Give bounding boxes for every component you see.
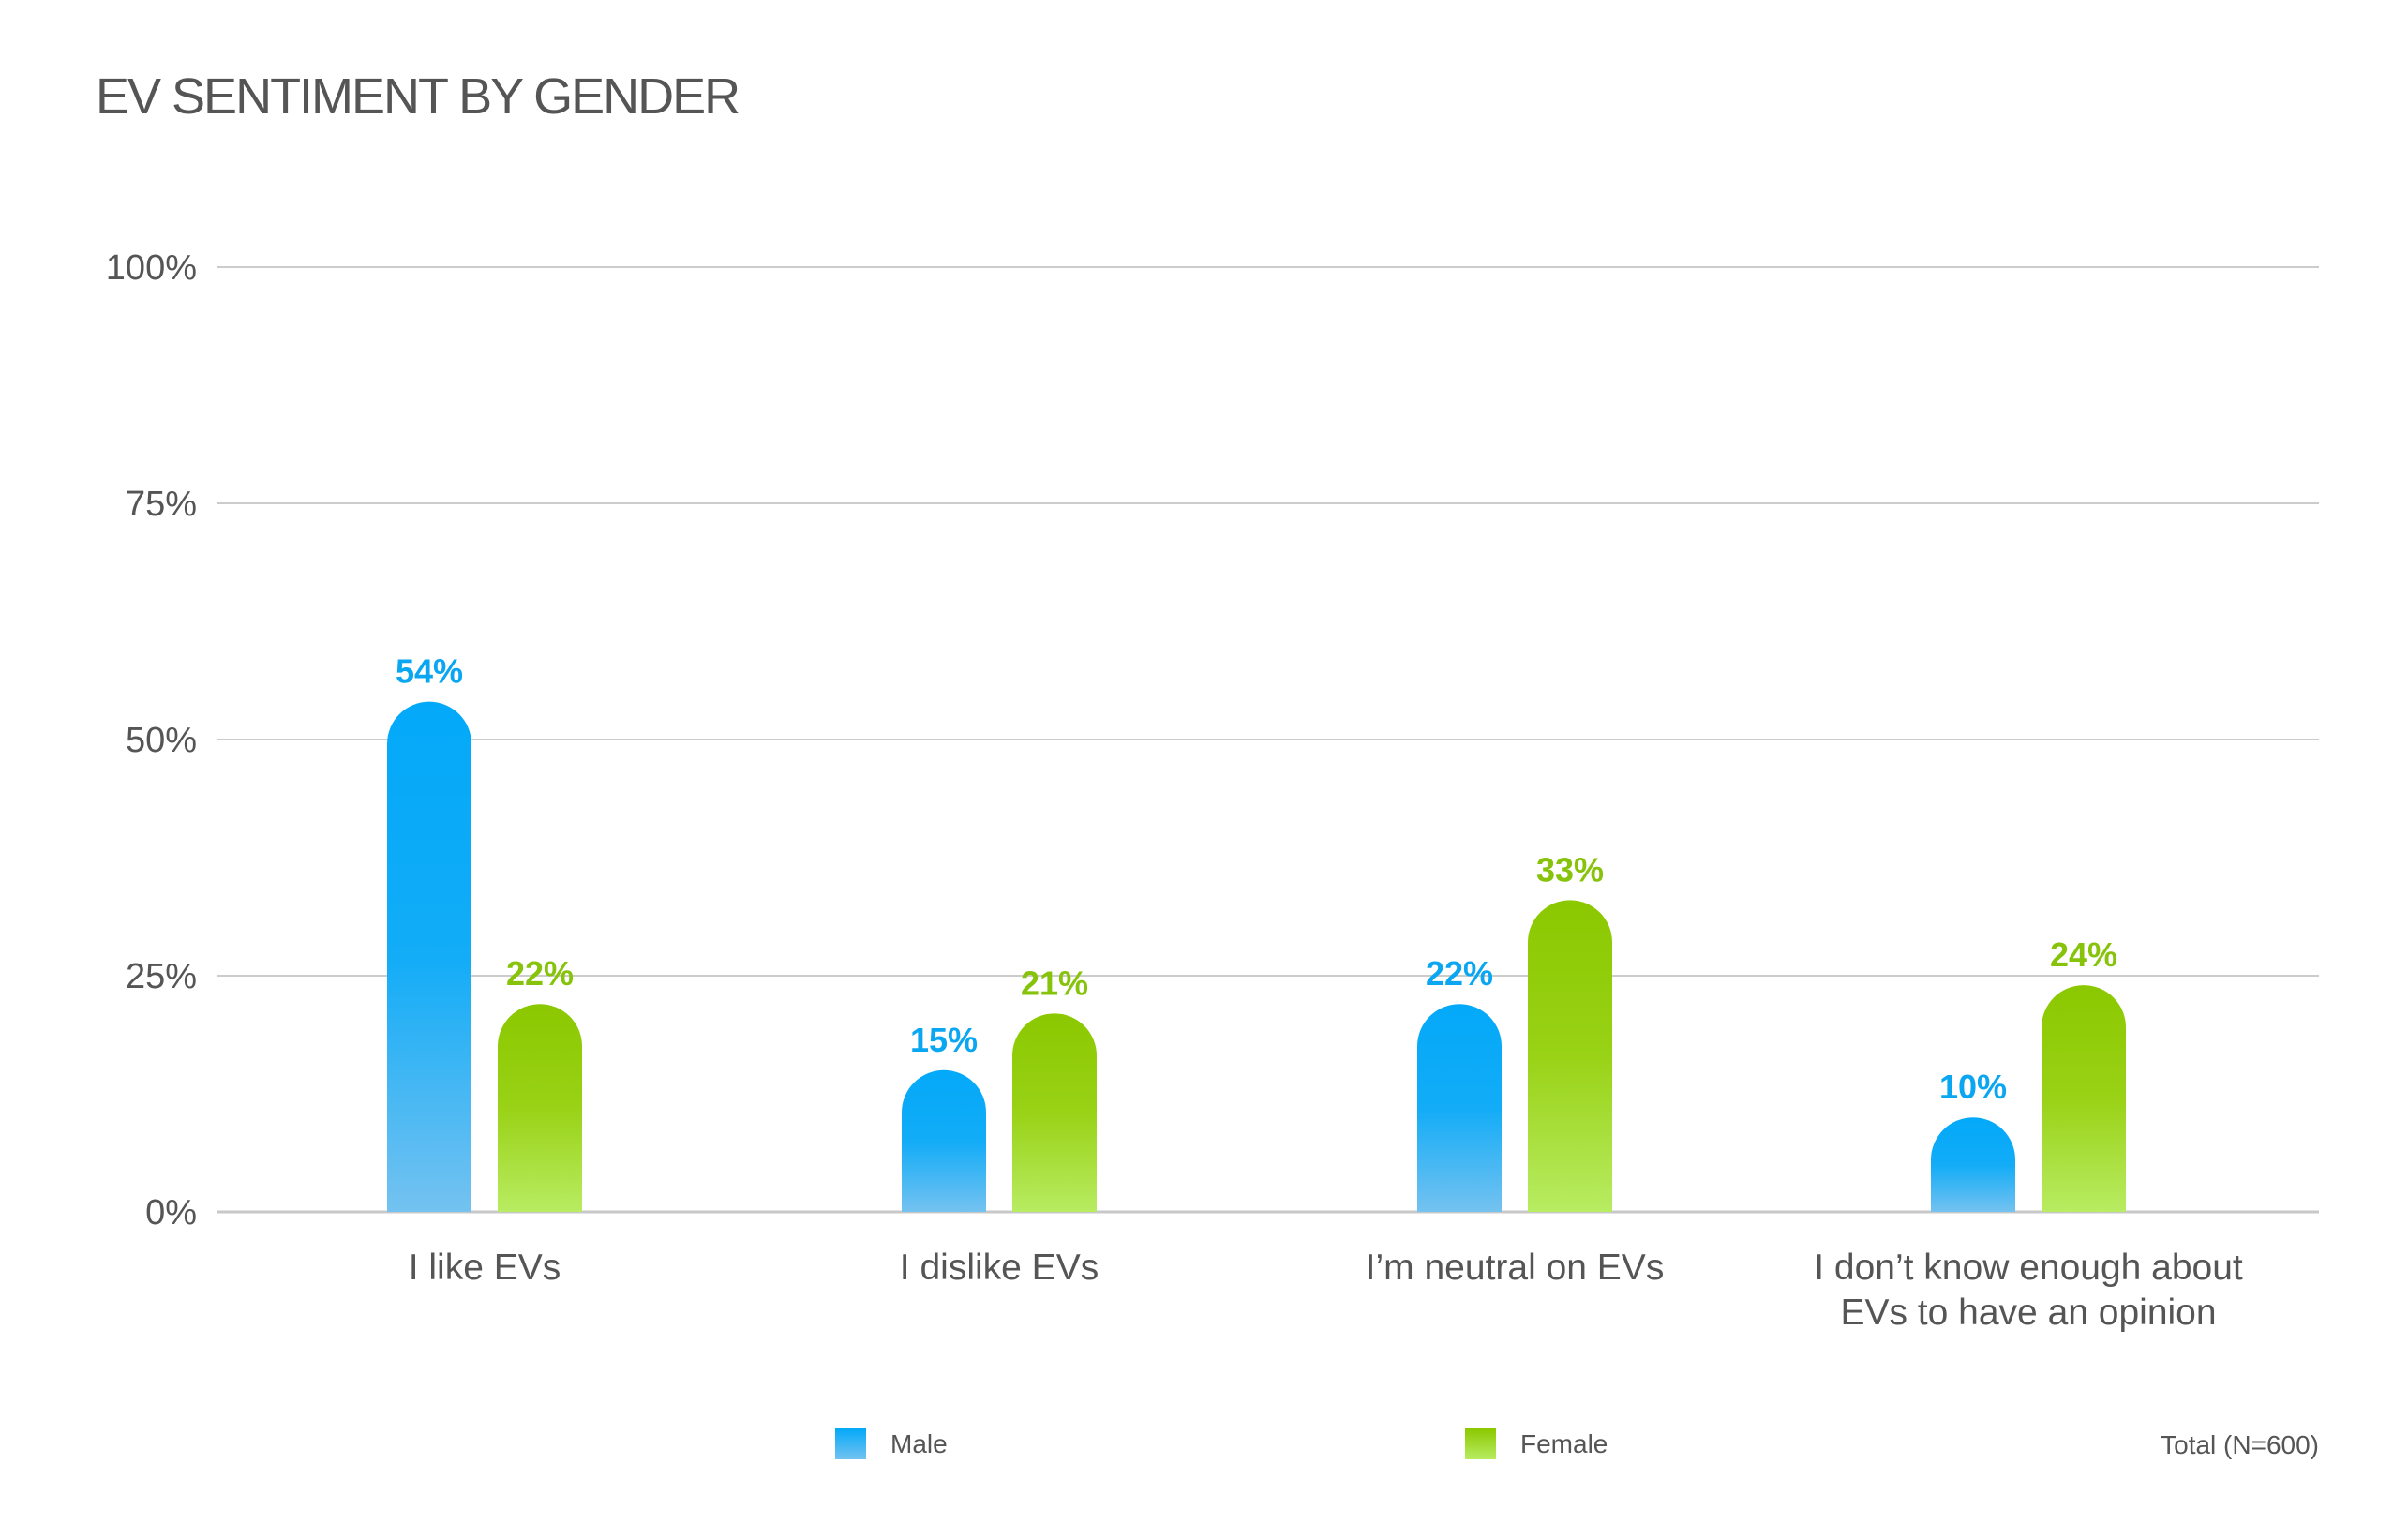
bar-male-2 bbox=[1417, 1004, 1502, 1212]
legend-item-female: Female bbox=[1465, 1428, 1608, 1459]
bar-male-0 bbox=[387, 701, 471, 1212]
bar-male-1 bbox=[902, 1069, 986, 1212]
legend-swatch-female bbox=[1465, 1428, 1496, 1459]
y-tick-label: 75% bbox=[126, 485, 197, 524]
value-label-female-1: 21% bbox=[1021, 964, 1088, 1002]
x-category-label: I dislike EVs bbox=[900, 1248, 1099, 1288]
y-tick-label: 50% bbox=[126, 721, 197, 760]
value-label-male-2: 22% bbox=[1426, 954, 1493, 993]
legend-label-female: Female bbox=[1520, 1428, 1608, 1458]
bar-female-0 bbox=[498, 1004, 582, 1212]
bar-female-1 bbox=[1012, 1013, 1097, 1212]
legend-label-male: Male bbox=[890, 1428, 948, 1458]
bar-female-2 bbox=[1528, 900, 1612, 1212]
y-tick-label: 0% bbox=[145, 1193, 197, 1233]
value-label-female-0: 22% bbox=[506, 954, 574, 993]
bars bbox=[387, 701, 2126, 1212]
x-category-label: I like EVs bbox=[409, 1248, 561, 1288]
legend-swatch-male bbox=[835, 1428, 866, 1459]
y-tick-label: 25% bbox=[126, 957, 197, 996]
bar-female-3 bbox=[2042, 985, 2126, 1212]
x-category-label: EVs to have an opinion bbox=[1840, 1292, 2216, 1333]
y-tick-label: 100% bbox=[106, 248, 197, 288]
value-label-male-3: 10% bbox=[1939, 1068, 2007, 1106]
y-axis-ticks: 0% 25% 50% 75% 100% bbox=[106, 248, 197, 1233]
x-category-label: I don’t know enough about bbox=[1814, 1248, 2243, 1288]
value-label-female-2: 33% bbox=[1536, 850, 1604, 889]
value-label-male-0: 54% bbox=[396, 652, 463, 691]
value-labels: 54% 15% 22% 10% 22% 21% 33% 24% bbox=[396, 652, 2117, 1107]
sample-size-note: Total (N=600) bbox=[2161, 1430, 2319, 1459]
x-axis-labels: I like EVs I dislike EVs I’m neutral on EV… bbox=[409, 1248, 2243, 1333]
chart-title: EV SENTIMENT BY GENDER bbox=[96, 68, 740, 125]
bar-male-3 bbox=[1931, 1117, 2015, 1212]
value-label-female-3: 24% bbox=[2050, 935, 2117, 974]
legend-item-male: Male bbox=[835, 1428, 948, 1459]
value-label-male-1: 15% bbox=[910, 1021, 978, 1059]
x-category-label: I’m neutral on EVs bbox=[1366, 1248, 1665, 1288]
